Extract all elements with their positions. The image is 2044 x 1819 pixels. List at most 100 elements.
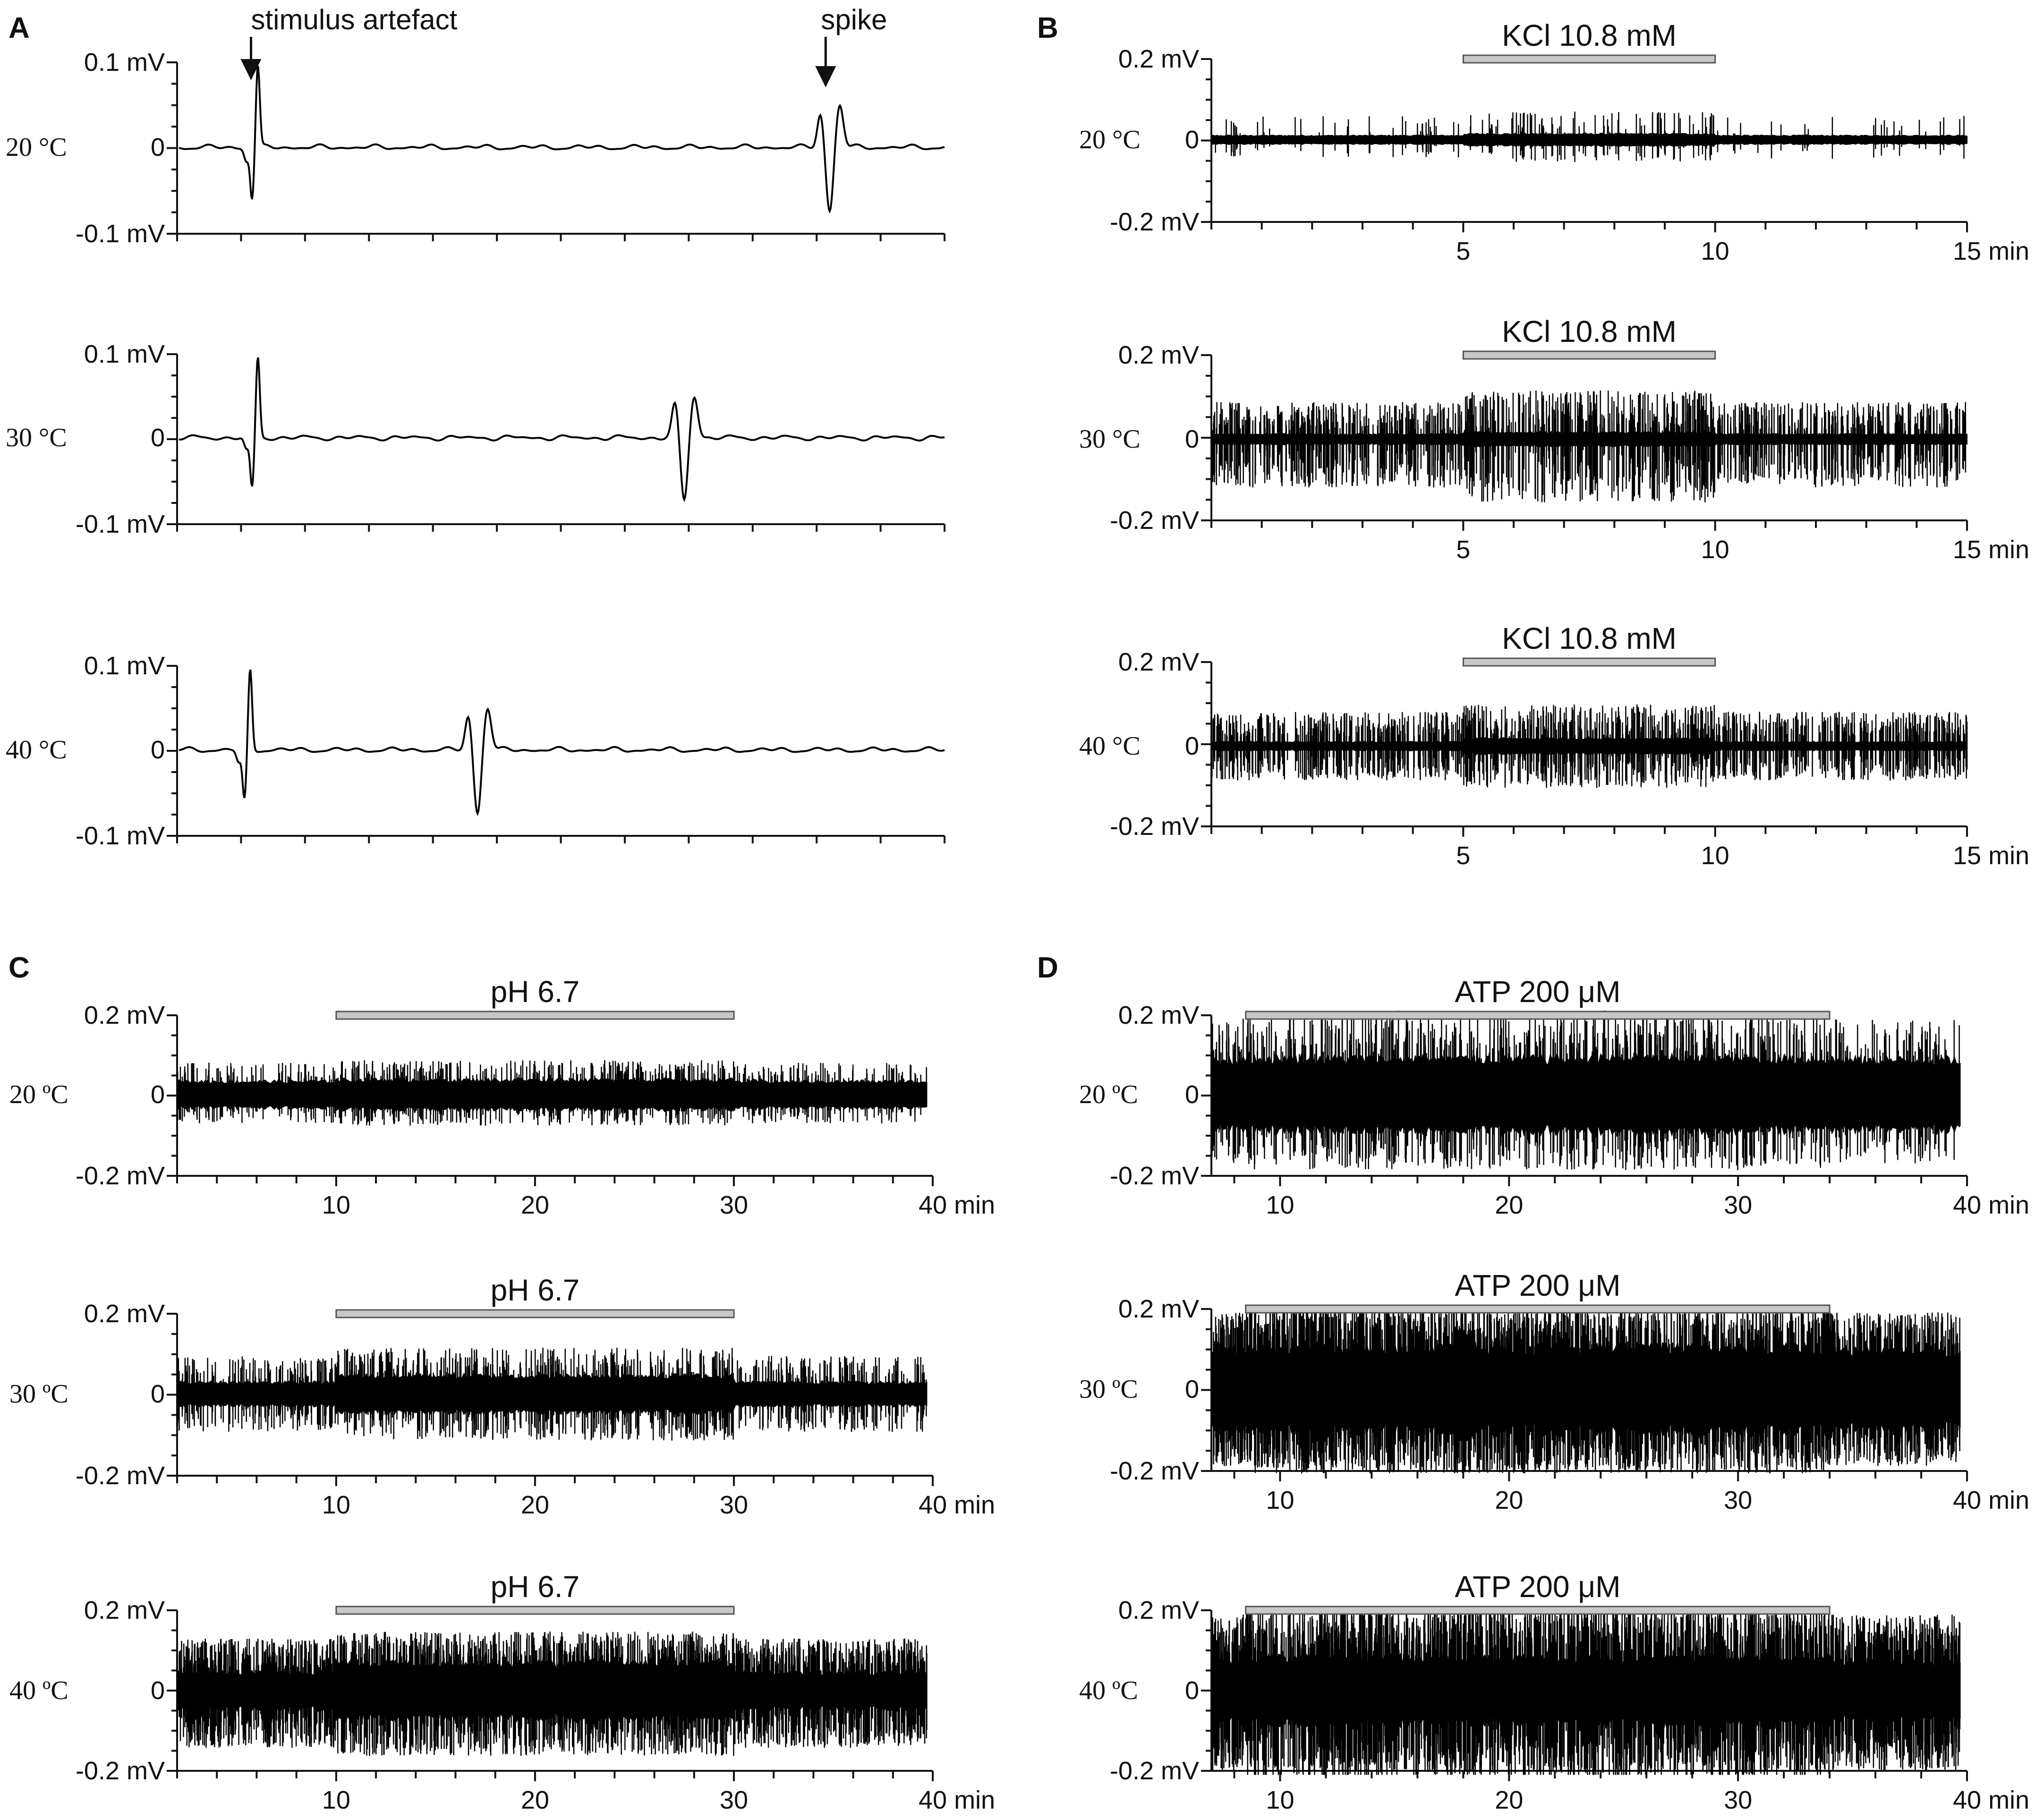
panel-c-row0-x-tick-label: 20 [521, 1191, 549, 1219]
panel-b-row0-x-tick-label: 10 [1701, 237, 1729, 265]
panel-d-row0-y-tick-label: -0.2 mV [1110, 1162, 1199, 1190]
panel-d-row1-application-label: ATP 200 μM [1455, 1268, 1620, 1302]
panel-d-row1-x-tick-label: 40 min [1953, 1486, 2029, 1514]
panel-b-row1-x-tick-label: 10 [1701, 536, 1729, 564]
panel-b-row2-application-label: KCl 10.8 mM [1502, 621, 1677, 655]
panel-c-letter: C [9, 952, 30, 984]
panel-a-row1-y-tick-label: 0 [151, 424, 165, 452]
panel-b-row0-y-tick-label: 0.2 mV [1118, 45, 1199, 73]
panel-d-row1-temperature: 30 ºC [1079, 1375, 1138, 1404]
panel-b-row0-y-tick-label: 0 [1185, 126, 1199, 154]
panel-c-row0-x-tick-label: 10 [322, 1191, 350, 1219]
panel-d-row0-x-tick-label: 20 [1495, 1191, 1523, 1219]
panel-d-row2-x-tick-label: 10 [1266, 1786, 1294, 1814]
panel-c-row0-x-tick-label: 30 [720, 1191, 748, 1219]
panel-b-row1-y-tick-label: -0.2 mV [1110, 506, 1199, 535]
panel-c-row2-y-tick-label: -0.2 mV [76, 1757, 165, 1785]
panel-b-row2: 40 °C 0.2 mV 0 -0.2 mV 5 10 15 min KCl 10.8 mM [1079, 621, 2029, 870]
panel-c-row0-application-label: pH 6.7 [491, 975, 580, 1009]
panel-b-row1-x-tick-label: 5 [1456, 536, 1470, 564]
panel-a-row1-y-tick-label: -0.1 mV [76, 510, 165, 538]
panel-d-row0-temperature: 20 ºC [1079, 1080, 1138, 1109]
panel-a-row0-trace [179, 66, 945, 214]
panel-c-row2-y-tick-label: 0 [151, 1676, 165, 1705]
panel-c-row2-x-tick-label: 20 [521, 1786, 549, 1814]
panel-d-row2-application-label: ATP 200 μM [1455, 1570, 1620, 1604]
panel-a-row2-temperature: 40 °C [6, 735, 67, 765]
panel-d-row1-x-tick-label: 20 [1495, 1486, 1523, 1514]
panel-d-row2-x-tick-label: 40 min [1953, 1786, 2029, 1814]
panel-d-row2-y-tick-label: 0 [1185, 1676, 1199, 1705]
annotation-arrow-head [240, 59, 262, 80]
panel-d-row0-spikes [1210, 1010, 1960, 1171]
panel-b-row2-y-tick-label: -0.2 mV [1110, 812, 1199, 841]
panel-a-row1-temperature: 30 °C [6, 423, 67, 452]
panel-a-row0-y-tick-label: 0.1 mV [84, 48, 165, 76]
panel-c-row1-application-label: pH 6.7 [491, 1273, 580, 1307]
panel-d-row0-y-tick-label: 0.2 mV [1118, 1001, 1199, 1029]
panel-b-row2-temperature: 40 °C [1079, 731, 1141, 761]
panel-a-row2-y-tick-label: 0.1 mV [84, 652, 165, 680]
panel-c-row1-x-tick-label: 10 [322, 1491, 350, 1519]
panel-d-row1-y-tick-label: 0 [1185, 1375, 1199, 1403]
panel-c-row2-y-tick-label: 0.2 mV [84, 1596, 165, 1624]
panel-d-row2: 40 ºC 0.2 mV 0 -0.2 mV 10 20 30 40 min ATP 200 μ… [1079, 1570, 2029, 1814]
panel-c-row2: 40 ºC 0.2 mV 0 -0.2 mV 10 20 30 40 min pH 6.7 [9, 1570, 995, 1814]
panel-c-row2-x-tick-label: 10 [322, 1786, 350, 1814]
panel-b-row2-x-tick-label: 10 [1701, 842, 1729, 870]
panel-b-letter: B [1037, 12, 1058, 44]
panel-c-row1-x-tick-label: 20 [521, 1491, 549, 1519]
panel-c-row1-y-tick-label: 0.2 mV [84, 1300, 165, 1328]
panel-c-row1-x-tick-label: 40 min [919, 1491, 995, 1519]
panel-b-row2-x-tick-label: 15 min [1953, 842, 2029, 870]
panel-c-row0-y-tick-label: 0.2 mV [84, 1001, 165, 1029]
panel-b-row0-application-bar [1462, 54, 1716, 64]
panel-c-row2-x-tick-label: 40 min [919, 1786, 995, 1814]
panel-b-row1-x-tick-label: 15 min [1953, 536, 2029, 564]
panel-a-row0: 20 °C 0.1 mV 0 -0.1 mV [6, 48, 945, 248]
panel-c-row2-x-tick-label: 30 [720, 1786, 748, 1814]
panel-a-row2-y-tick-label: -0.1 mV [76, 822, 165, 850]
panel-c-row0-application-bar [335, 1011, 735, 1020]
panel-b-row2-y-tick-label: 0 [1185, 732, 1199, 760]
panel-a-row0-y-tick-label: 0 [151, 133, 165, 162]
panel-b: B 20 °C 0.2 mV 0 -0.2 mV 5 10 15 min KCl 10.8 mM… [1037, 12, 2029, 870]
panel-a-row0-temperature: 20 °C [6, 133, 67, 162]
panel-c-row1-y-tick-label: -0.2 mV [76, 1462, 165, 1490]
panel-c-row2-application-bar [335, 1606, 735, 1615]
panel-d-row2-application-bar [1245, 1606, 1831, 1615]
panel-c-row0-y-tick-label: 0 [151, 1080, 165, 1109]
panel-d-row1-application-bar [1245, 1304, 1831, 1314]
panel-b-row0-y-tick-label: -0.2 mV [1110, 208, 1199, 236]
panel-b-row1-y-tick-label: 0.2 mV [1118, 341, 1199, 369]
panel-a-row0-y-tick-label: -0.1 mV [76, 220, 165, 248]
panel-d-row2-y-tick-label: 0.2 mV [1118, 1596, 1199, 1624]
panel-c-row2-temperature: 40 ºC [9, 1676, 68, 1705]
annotation-spike: spike [821, 4, 887, 35]
panel-d-row2-x-tick-label: 20 [1495, 1786, 1523, 1814]
panel-b-row0-x-tick-label: 5 [1456, 237, 1470, 265]
panel-b-row2-y-tick-label: 0.2 mV [1118, 648, 1199, 676]
panel-a-row1: 30 °C 0.1 mV 0 -0.1 mV [6, 340, 945, 538]
panel-a-letter: A [9, 12, 30, 44]
panel-d: D 20 ºC 0.2 mV 0 -0.2 mV 10 20 30 40 min ATP 200 … [1037, 952, 2029, 1814]
panel-d-row0-x-tick-label: 40 min [1953, 1191, 2029, 1219]
panel-b-row1-application-label: KCl 10.8 mM [1502, 314, 1677, 348]
panel-a-row1-y-tick-label: 0.1 mV [84, 340, 165, 368]
panel-b-row1-application-bar [1462, 350, 1716, 360]
panel-b-row1: 30 °C 0.2 mV 0 -0.2 mV 5 10 15 min KCl 10.8 mM [1079, 314, 2029, 564]
panel-b-row0-application-label: KCl 10.8 mM [1502, 18, 1677, 52]
panel-d-row0: 20 ºC 0.2 mV 0 -0.2 mV 10 20 30 40 min ATP 200 μ… [1079, 975, 2029, 1219]
panel-b-row0-temperature: 20 °C [1079, 125, 1141, 154]
panel-b-row2-x-tick-label: 5 [1456, 842, 1470, 870]
panel-b-row0: 20 °C 0.2 mV 0 -0.2 mV 5 10 15 min KCl 10.8 mM [1079, 18, 2029, 265]
annotation-arrow-head [815, 66, 836, 87]
panel-d-row1-y-tick-label: 0.2 mV [1118, 1295, 1199, 1323]
panel-d-letter: D [1037, 952, 1058, 984]
panel-d-row1-y-tick-label: -0.2 mV [1110, 1457, 1199, 1485]
panel-c-row2-spikes [176, 1632, 928, 1756]
panel-c-row0: 20 ºC 0.2 mV 0 -0.2 mV 10 20 30 40 min pH 6.7 [9, 975, 995, 1219]
panel-b-row2-application-bar [1462, 657, 1716, 667]
panel-d-row1: 30 ºC 0.2 mV 0 -0.2 mV 10 20 30 40 min ATP 200 μ… [1079, 1268, 2029, 1514]
